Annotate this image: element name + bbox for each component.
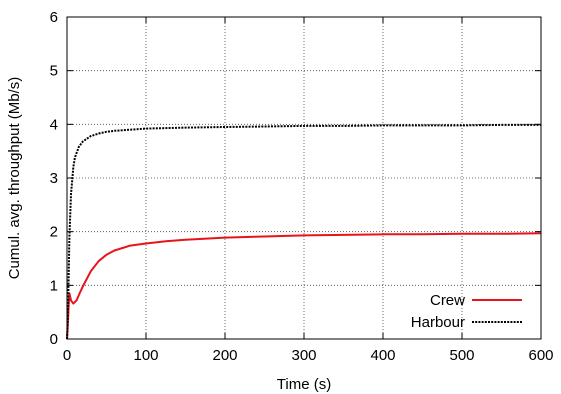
x-tick-label: 200 (212, 347, 237, 364)
legend: Crew Harbour (411, 292, 522, 331)
ticks: 0 100 200 300 400 500 600 0 1 2 3 4 5 6 (50, 9, 554, 364)
legend-label-harbour: Harbour (411, 314, 465, 331)
y-tick-label: 4 (50, 116, 58, 133)
x-axis-label: Time (s) (277, 376, 331, 393)
x-tick-label: 300 (291, 347, 316, 364)
legend-label-crew: Crew (430, 292, 465, 309)
x-tick-label: 600 (528, 347, 553, 364)
y-tick-label: 3 (50, 170, 58, 187)
y-tick-label: 2 (50, 224, 58, 241)
x-tick-label: 500 (449, 347, 474, 364)
x-tick-label: 100 (133, 347, 158, 364)
y-tick-label: 1 (50, 277, 58, 294)
x-tick-label: 0 (63, 347, 71, 364)
series-layer (66, 123, 542, 340)
x-tick-label: 400 (370, 347, 395, 364)
series-line-crew (66, 232, 542, 340)
y-tick-label: 5 (50, 63, 58, 80)
y-axis-label: Cumul. avg. throughput (Mb/s) (6, 77, 23, 280)
series-line-harbour (66, 123, 541, 340)
y-tick-label: 0 (50, 331, 58, 348)
grid (67, 17, 541, 339)
y-tick-label: 6 (50, 9, 58, 26)
